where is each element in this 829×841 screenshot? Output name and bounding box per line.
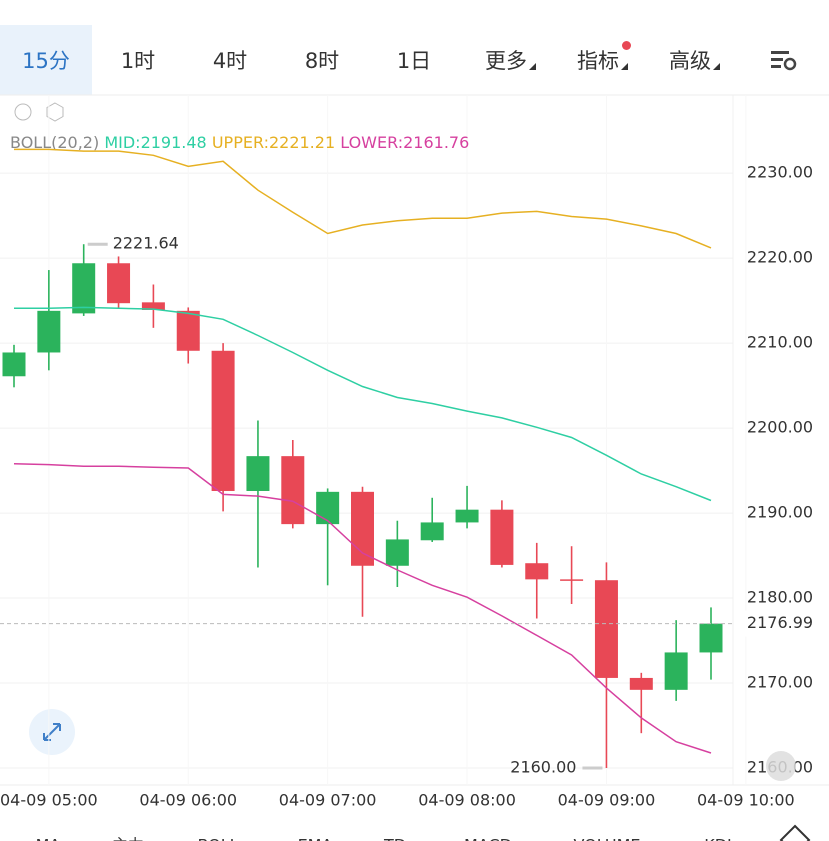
y-tick-label: 2170.00 — [747, 673, 813, 692]
scroll-button — [766, 751, 796, 781]
indicator-tab[interactable]: MACD — [464, 836, 512, 841]
candle-body — [385, 539, 409, 566]
tab-text: 高级 — [669, 49, 711, 73]
candle-body — [316, 491, 340, 525]
expand-icon — [43, 723, 61, 741]
candle-body — [420, 522, 444, 541]
indicator-tab[interactable]: MA — [36, 836, 61, 841]
indicator-tab[interactable]: VOLUME — [574, 836, 641, 841]
legend-item: LOWER:2161.76 — [340, 133, 469, 152]
timeframe-tabs: 15分 1时 4时 8时 1日 更多 指标 高级 — [0, 25, 829, 95]
settings-icon — [770, 51, 796, 71]
boll-line — [13, 463, 712, 754]
more-icon — [779, 824, 811, 841]
settings-button[interactable] — [736, 25, 829, 95]
candle-body — [699, 623, 723, 653]
tab[interactable]: 1时 — [120, 49, 156, 73]
x-tick-label: 04-09 09:00 — [558, 791, 656, 810]
x-tick-label: 04-09 08:00 — [418, 791, 516, 810]
dropdown-arrow — [529, 63, 536, 70]
dropdown-arrow — [621, 63, 628, 70]
y-tick-label: 2200.00 — [747, 418, 813, 437]
y-tick-label: 2190.00 — [747, 503, 813, 522]
y-tick-label: 2220.00 — [747, 248, 813, 267]
x-tick-label: 04-09 06:00 — [139, 791, 237, 810]
candle-body — [629, 677, 653, 690]
indicator-tab[interactable]: BOLL — [197, 836, 238, 841]
legend-item: BOLL(20,2) — [10, 133, 99, 152]
candle-body — [2, 352, 26, 377]
x-tick-label: 04-09 07:00 — [279, 791, 377, 810]
candle-body — [72, 263, 96, 314]
candle-body — [281, 456, 305, 525]
indicator-tab[interactable]: TD — [383, 836, 406, 841]
candle-body — [455, 509, 479, 523]
indicator-tab[interactable]: EMA — [298, 836, 333, 841]
legend: BOLL(20,2) MID:2191.48 UPPER:2221.21 LOW… — [10, 133, 469, 152]
candle-body — [351, 491, 374, 566]
candle-body — [525, 563, 549, 580]
indicator-tab[interactable]: KDJ — [704, 836, 732, 841]
tab[interactable]: 指标 — [552, 25, 644, 95]
tab[interactable]: 更多 — [460, 25, 552, 95]
candle-body — [664, 652, 688, 690]
candle-body — [560, 579, 584, 581]
tab[interactable]: 1日 — [396, 49, 432, 73]
x-tick-label: 04-09 10:00 — [697, 791, 795, 810]
min-label: 2160.00 — [510, 758, 576, 777]
candle-body — [490, 509, 514, 565]
legend-item: UPPER:2221.21 — [212, 133, 335, 152]
indicator-tab[interactable]: 主力 — [112, 836, 144, 841]
boll-line — [14, 148, 712, 249]
tab[interactable]: 4时 — [212, 49, 248, 73]
candle-body — [107, 263, 131, 304]
max-label: 2221.64 — [113, 234, 179, 253]
tab-text: 指标 — [577, 49, 619, 73]
tab[interactable]: 8时 — [304, 49, 340, 73]
legend-item: MID:2191.48 — [104, 133, 206, 152]
candle-body — [246, 456, 270, 491]
x-tick-label: 04-09 05:00 — [0, 791, 98, 810]
candle-body — [141, 302, 165, 310]
last-price-label: 2176.99 — [747, 613, 813, 632]
y-tick-label: 2230.00 — [747, 163, 813, 182]
dropdown-arrow — [713, 63, 720, 70]
candle-body — [37, 310, 61, 353]
y-tick-label: 2210.00 — [747, 333, 813, 352]
candle-body — [176, 310, 200, 351]
collapse-icon[interactable] — [14, 103, 32, 121]
last-price-box — [737, 610, 825, 637]
tab-text: 更多 — [485, 49, 527, 73]
badge — [622, 41, 631, 50]
candle-body — [594, 580, 618, 678]
y-tick-label: 2180.00 — [747, 588, 813, 607]
tab[interactable]: 15分 — [0, 25, 92, 95]
boll-line — [14, 306, 712, 502]
candle-body — [211, 350, 235, 491]
settings-hex-icon[interactable] — [46, 102, 64, 122]
tab[interactable]: 高级 — [644, 25, 736, 95]
